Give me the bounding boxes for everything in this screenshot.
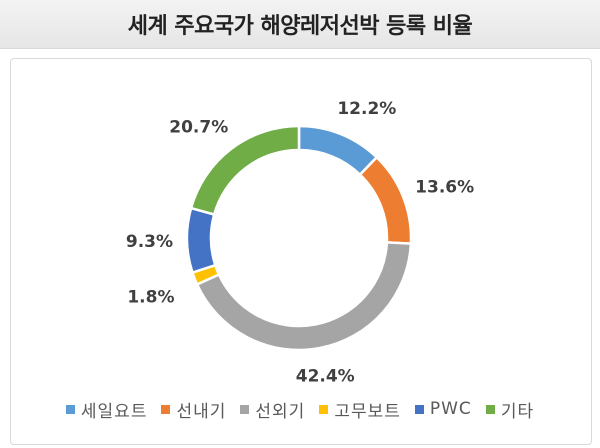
legend-swatch (414, 404, 424, 414)
slice-data-label: 1.8% (127, 288, 174, 308)
legend-swatch (319, 404, 329, 414)
legend-item: 세일요트 (65, 397, 148, 422)
chart-title: 세계 주요국가 해양레저선박 등록 비율 (127, 14, 473, 39)
legend-item: 고무보트 (319, 397, 401, 422)
legend-item: 선외기 (240, 397, 305, 422)
legend-label: 세일요트 (80, 401, 148, 422)
legend-label: 고무보트 (334, 401, 401, 422)
donut-slice (189, 124, 301, 217)
legend-item: 기타 (485, 397, 535, 422)
slice-data-label: 12.2% (337, 99, 396, 119)
legend-label: PWC (429, 399, 472, 419)
legend-swatch (240, 404, 250, 414)
title-band: 세계 주요국가 해양레저선박 등록 비율 (0, 0, 600, 49)
legend-item: 선내기 (161, 397, 226, 422)
legend-label: 선외기 (255, 401, 306, 422)
donut-slice (297, 124, 379, 177)
donut-slice (185, 206, 217, 275)
slice-data-label: 13.6% (415, 177, 474, 197)
donut-slice (358, 155, 413, 245)
slice-data-label: 20.7% (169, 118, 228, 138)
slice-data-label: 9.3% (126, 232, 173, 252)
donut-slice (195, 241, 413, 352)
legend-swatch (161, 404, 171, 414)
legend-item: PWC (414, 399, 472, 419)
legend: 세일요트 선내기 선외기 고무보트 PWC 기타 (0, 396, 600, 422)
legend-swatch (485, 404, 495, 414)
legend-swatch (65, 404, 75, 414)
legend-label: 기타 (500, 401, 535, 422)
chart-area (10, 58, 592, 445)
legend-label: 선내기 (176, 401, 227, 422)
slice-data-label: 42.4% (296, 367, 355, 387)
